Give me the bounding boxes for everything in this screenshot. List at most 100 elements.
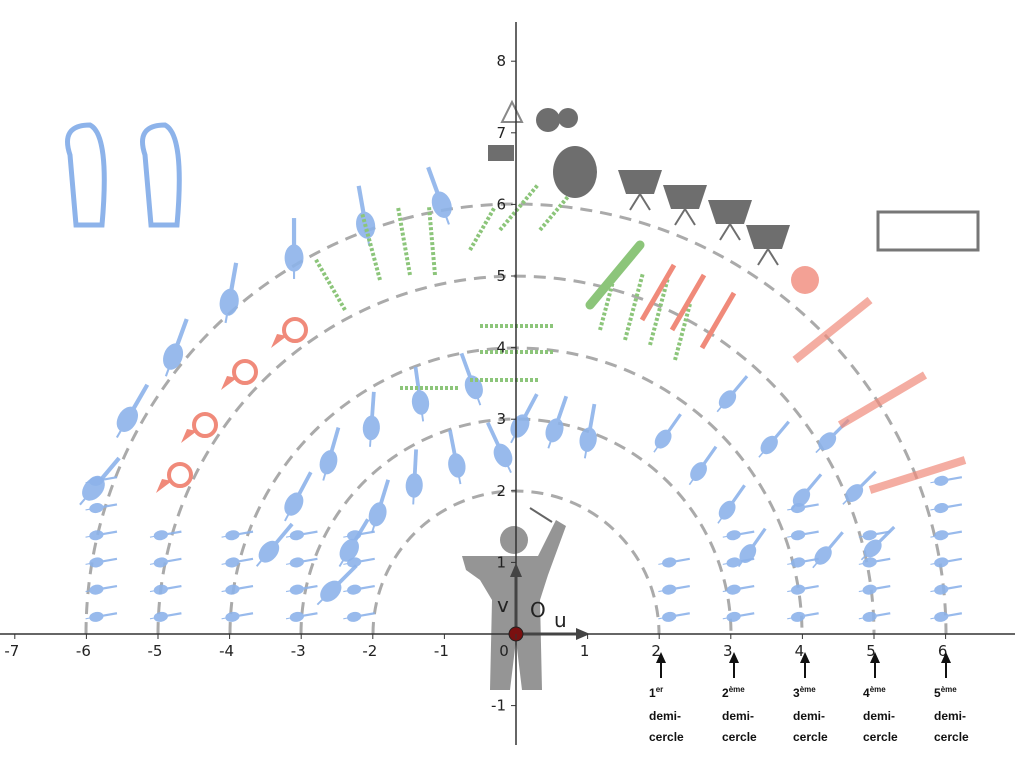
neck xyxy=(303,530,318,536)
ordinal-suffix: ème xyxy=(941,685,958,694)
body xyxy=(258,540,280,563)
spike xyxy=(716,406,722,413)
string-instrument xyxy=(411,366,430,422)
body xyxy=(662,557,677,568)
string-instrument xyxy=(930,530,963,541)
spike xyxy=(85,535,90,538)
neck xyxy=(875,584,891,590)
spike xyxy=(812,562,818,569)
string-instrument xyxy=(790,473,823,511)
trumpet xyxy=(639,263,677,322)
timpani-leg xyxy=(674,208,686,226)
spike xyxy=(787,535,792,538)
spike xyxy=(285,563,291,565)
body xyxy=(89,557,104,568)
spike xyxy=(445,216,450,225)
timpani-leg xyxy=(757,248,769,266)
x-tick-label: 6 xyxy=(938,642,948,660)
neck xyxy=(523,393,539,417)
spike xyxy=(930,590,935,593)
trumpet xyxy=(699,291,737,350)
body xyxy=(726,530,741,541)
body xyxy=(934,611,949,622)
woodwind xyxy=(623,271,646,341)
timpani-leg xyxy=(767,248,779,266)
string-instrument xyxy=(149,557,182,568)
x-tick-label: 2 xyxy=(651,642,661,660)
body xyxy=(347,611,362,622)
y-tick-label: 8 xyxy=(496,52,506,70)
triangle xyxy=(500,99,524,123)
string-instrument xyxy=(858,611,891,622)
string-instrument xyxy=(787,611,819,622)
body xyxy=(862,611,877,622)
body xyxy=(818,432,837,451)
label-line1: demi- xyxy=(722,709,754,723)
ordinal-number: 4 xyxy=(863,686,870,700)
woodwind xyxy=(426,205,437,276)
spike xyxy=(371,524,376,533)
neck xyxy=(274,522,294,545)
string-instrument xyxy=(316,564,358,606)
string-instrument xyxy=(79,456,121,506)
bass-drum xyxy=(553,146,597,198)
string-instrument xyxy=(85,584,118,595)
string-instrument xyxy=(85,557,118,568)
neck xyxy=(175,318,189,346)
body xyxy=(339,538,359,562)
neck xyxy=(486,421,500,446)
string-instrument xyxy=(716,375,749,413)
woodwind xyxy=(395,205,412,276)
string-instrument xyxy=(737,527,767,568)
timpani-leg xyxy=(639,193,651,211)
conductor-head xyxy=(500,526,528,554)
harp xyxy=(140,122,182,228)
string-instrument xyxy=(338,518,370,568)
spike xyxy=(338,559,345,568)
string-instrument xyxy=(510,393,539,444)
body xyxy=(82,476,105,501)
spike xyxy=(930,508,935,511)
string-instrument xyxy=(653,413,682,453)
y-tick-label: 4 xyxy=(496,339,506,357)
string-instrument xyxy=(149,584,182,595)
ordinal: 2ème xyxy=(722,685,745,700)
spike xyxy=(787,590,792,593)
body xyxy=(718,500,736,520)
neck xyxy=(379,479,391,504)
neck xyxy=(329,427,341,452)
ordinal: 4ème xyxy=(863,685,886,700)
body xyxy=(153,611,168,622)
spike xyxy=(547,440,552,449)
neck xyxy=(667,413,682,433)
string-instrument xyxy=(115,383,150,439)
string-instrument xyxy=(149,611,182,622)
neck xyxy=(102,612,118,617)
body xyxy=(225,557,240,568)
x-tick-label: 3 xyxy=(723,642,733,660)
ordinal-suffix: ème xyxy=(800,685,817,694)
string-instrument xyxy=(787,584,819,595)
string-instrument xyxy=(930,503,963,514)
neck xyxy=(297,471,313,495)
body xyxy=(790,584,806,595)
string-instrument xyxy=(368,479,391,533)
body xyxy=(862,557,877,568)
neck xyxy=(556,395,569,421)
body xyxy=(934,557,949,568)
body xyxy=(862,530,877,541)
neck xyxy=(947,530,963,536)
body xyxy=(405,473,423,498)
body xyxy=(690,462,707,482)
trombone xyxy=(792,296,873,364)
timpani-leg xyxy=(629,193,641,211)
vector-v-head xyxy=(510,563,522,577)
body xyxy=(510,414,530,438)
trumpet xyxy=(669,273,707,332)
body xyxy=(545,418,564,443)
body xyxy=(726,611,741,622)
ordinal-number: 2 xyxy=(722,686,729,700)
body xyxy=(448,453,466,478)
x-tick-label: -4 xyxy=(219,642,234,660)
